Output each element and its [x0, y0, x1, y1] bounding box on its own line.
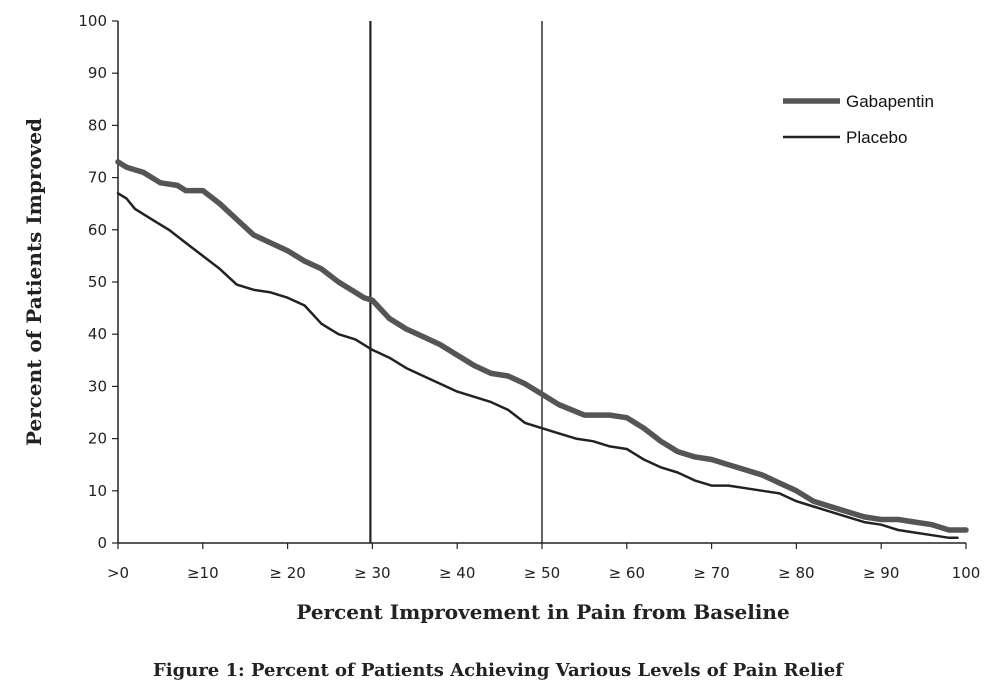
x-axis-ticks: >0 ≥10 ≥ 20 ≥ 30 ≥ 40 ≥ 50 ≥ 60 ≥ 70 ≥ 80 ≥ 90 100: [107, 543, 980, 582]
x-axis-title: Percent Improvement in Pain from Baselin…: [296, 600, 789, 624]
x-tick-label: >0: [107, 564, 129, 582]
x-tick-label: ≥ 40: [439, 564, 475, 582]
x-tick-label: ≥ 80: [778, 564, 814, 582]
y-axis-title: Percent of Patients Improved: [22, 118, 46, 446]
y-tick-label: 20: [88, 430, 107, 448]
x-tick-label: ≥ 30: [354, 564, 390, 582]
y-tick-label: 70: [88, 169, 107, 187]
figure-caption: Figure 1: Percent of Patients Achieving …: [153, 660, 843, 681]
series-line-placebo: [116, 192, 959, 540]
legend-label-gabapentin: Gabapentin: [846, 92, 934, 111]
series-lines: [115, 159, 969, 540]
x-tick-label: ≥10: [187, 564, 219, 582]
y-axis-ticks: 0 10 20 30 40 50 60 70 80 90 100: [78, 12, 118, 552]
y-tick-label: 0: [97, 534, 107, 552]
reference-lines: [369, 21, 543, 543]
x-tick-label: ≥ 20: [269, 564, 305, 582]
y-tick-label: 50: [88, 273, 107, 291]
series-line-gabapentin: [115, 159, 969, 533]
x-tick-label: ≥ 60: [609, 564, 645, 582]
y-tick-label: 60: [88, 221, 107, 239]
x-tick-label: ≥ 90: [863, 564, 899, 582]
x-tick-label: ≥ 70: [693, 564, 729, 582]
y-tick-label: 80: [88, 116, 107, 134]
y-tick-label: 30: [88, 377, 107, 395]
y-tick-label: 100: [78, 12, 107, 30]
y-tick-label: 90: [88, 64, 107, 82]
y-tick-label: 10: [88, 482, 107, 500]
x-tick-label: ≥ 50: [524, 564, 560, 582]
legend: Gabapentin Placebo: [783, 92, 934, 147]
legend-label-placebo: Placebo: [846, 128, 907, 147]
x-tick-label: 100: [952, 564, 981, 582]
y-tick-label: 40: [88, 325, 107, 343]
